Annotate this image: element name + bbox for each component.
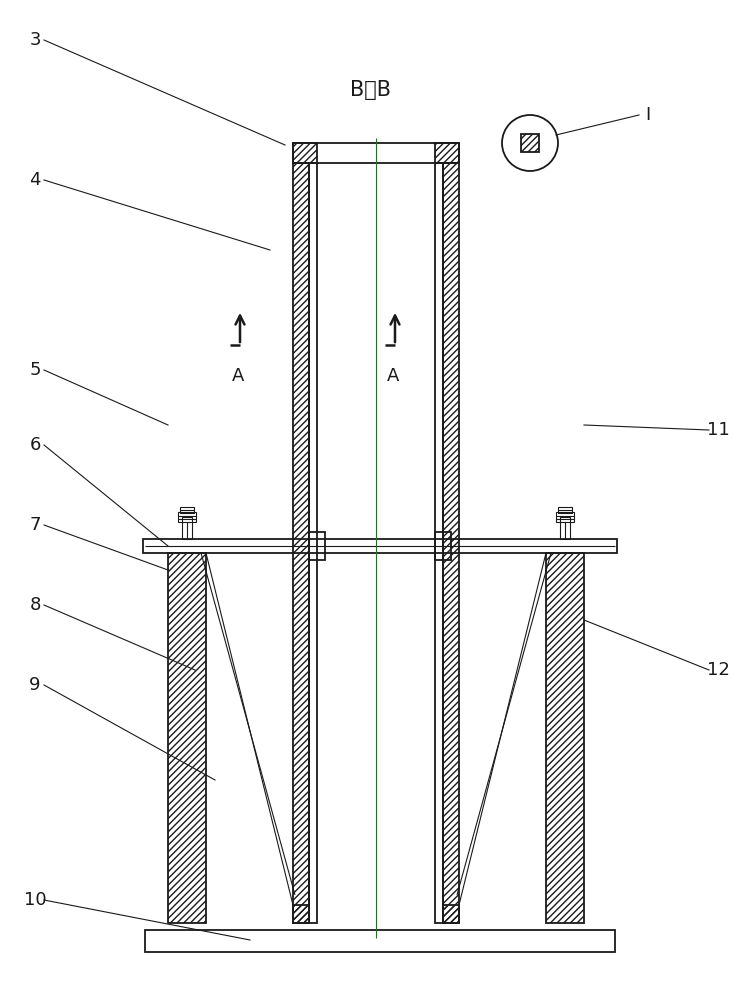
Text: 9: 9 [29,676,41,694]
Bar [521,134,539,152]
Text: B－B: B－B [350,80,390,100]
Bar [145,930,615,952]
Bar [293,143,317,163]
Text: A: A [232,367,244,385]
Text: A: A [387,367,399,385]
Bar [182,517,192,539]
Bar [443,905,459,923]
Bar [560,517,570,539]
Text: 5: 5 [29,361,41,379]
Bar [546,553,584,923]
Text: 7: 7 [29,516,41,534]
Bar [293,163,309,923]
Bar [309,163,317,923]
Bar [556,512,574,522]
Text: I: I [645,106,650,124]
Bar [435,163,443,923]
Bar [435,532,451,560]
Bar [178,512,196,522]
Bar [143,539,617,553]
Text: 11: 11 [707,421,729,439]
Text: 10: 10 [23,891,47,909]
Text: 3: 3 [29,31,41,49]
Bar [293,143,459,163]
Text: 8: 8 [29,596,41,614]
Bar [558,507,572,513]
Text: 6: 6 [29,436,41,454]
Bar [293,905,309,923]
Bar [168,553,206,923]
Bar [309,532,325,560]
Text: 4: 4 [29,171,41,189]
Text: 12: 12 [707,661,729,679]
Bar [443,163,459,923]
Bar [180,507,194,513]
Bar [435,143,459,163]
